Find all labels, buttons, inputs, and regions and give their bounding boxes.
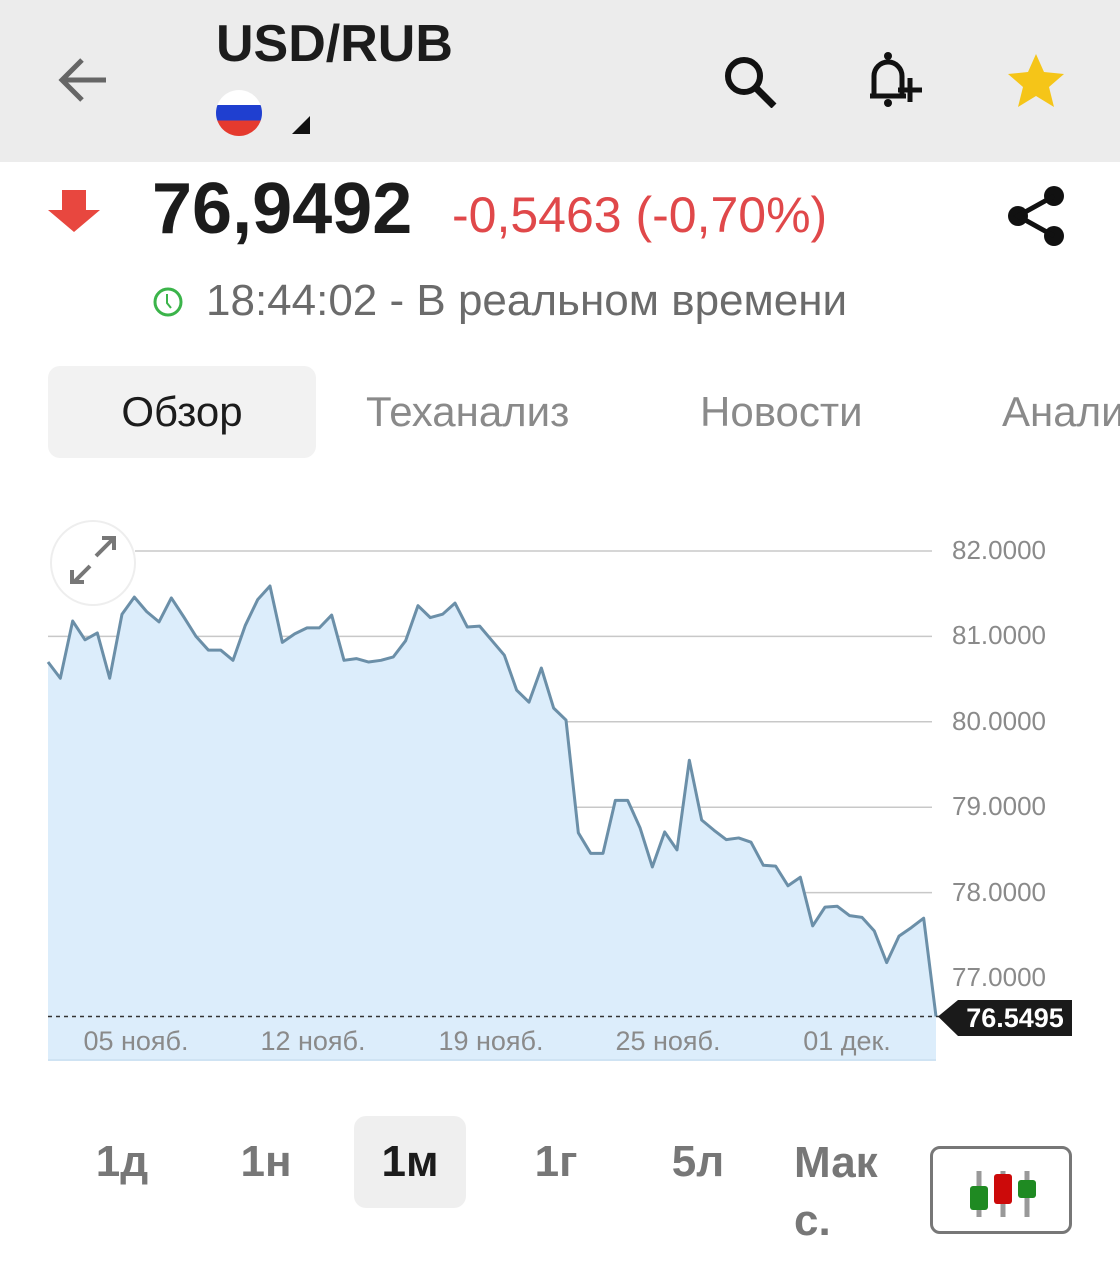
y-tick-label: 77.0000 bbox=[952, 962, 1046, 992]
x-tick-label: 05 нояб. bbox=[83, 1026, 189, 1056]
period-1m[interactable]: 1м bbox=[354, 1116, 466, 1208]
tab-overview[interactable]: Обзор bbox=[48, 366, 316, 458]
current-price: 76,9492 bbox=[152, 169, 413, 249]
top-bar bbox=[0, 0, 1120, 162]
x-tick-label: 25 нояб. bbox=[615, 1026, 721, 1056]
expand-icon bbox=[70, 536, 116, 584]
tab-technical[interactable]: Теханализ bbox=[366, 388, 570, 435]
instrument-title: USD/RUB bbox=[216, 15, 453, 73]
realtime-status: 18:44:02 - В реальном времени bbox=[206, 276, 848, 325]
tab-news[interactable]: Новости bbox=[700, 388, 863, 435]
price-tag-pointer bbox=[938, 1000, 958, 1036]
y-tick-label: 80.0000 bbox=[952, 705, 1046, 736]
share-icon[interactable] bbox=[1006, 184, 1068, 248]
x-tick-label: 01 дек. bbox=[803, 1026, 891, 1056]
russia-flag-icon[interactable] bbox=[216, 90, 262, 136]
period-1w[interactable]: 1н bbox=[240, 1137, 292, 1186]
tab-analysis[interactable]: Анализ bbox=[1002, 388, 1120, 435]
candlestick-icon bbox=[970, 1171, 1036, 1217]
y-tick-label: 79.0000 bbox=[952, 791, 1046, 822]
expand-chart-button[interactable] bbox=[50, 520, 136, 606]
favorite-star-icon[interactable] bbox=[1006, 52, 1066, 108]
clock-icon bbox=[153, 287, 183, 317]
last-price-tag: 76.5495 bbox=[958, 1000, 1072, 1036]
area-fill bbox=[48, 586, 936, 1060]
price-change: -0,5463 (-0,70%) bbox=[452, 187, 828, 243]
period-5y[interactable]: 5л bbox=[671, 1137, 725, 1186]
y-tick-label: 82.0000 bbox=[952, 535, 1046, 565]
chart-type-button[interactable] bbox=[930, 1146, 1072, 1234]
y-tick-label: 78.0000 bbox=[952, 876, 1046, 907]
down-arrow-icon bbox=[48, 190, 100, 232]
period-1d[interactable]: 1д bbox=[95, 1137, 149, 1186]
x-tick-label: 12 нояб. bbox=[260, 1026, 366, 1056]
back-arrow-icon[interactable] bbox=[56, 54, 112, 106]
period-max[interactable]: Макс. bbox=[794, 1138, 878, 1245]
x-tick-label: 19 нояб. bbox=[438, 1026, 544, 1056]
dropdown-caret-icon[interactable] bbox=[292, 116, 310, 134]
period-1y[interactable]: 1г bbox=[534, 1137, 578, 1186]
bell-plus-icon[interactable] bbox=[860, 46, 926, 110]
y-tick-label: 81.0000 bbox=[952, 620, 1046, 651]
search-icon[interactable] bbox=[720, 52, 780, 108]
